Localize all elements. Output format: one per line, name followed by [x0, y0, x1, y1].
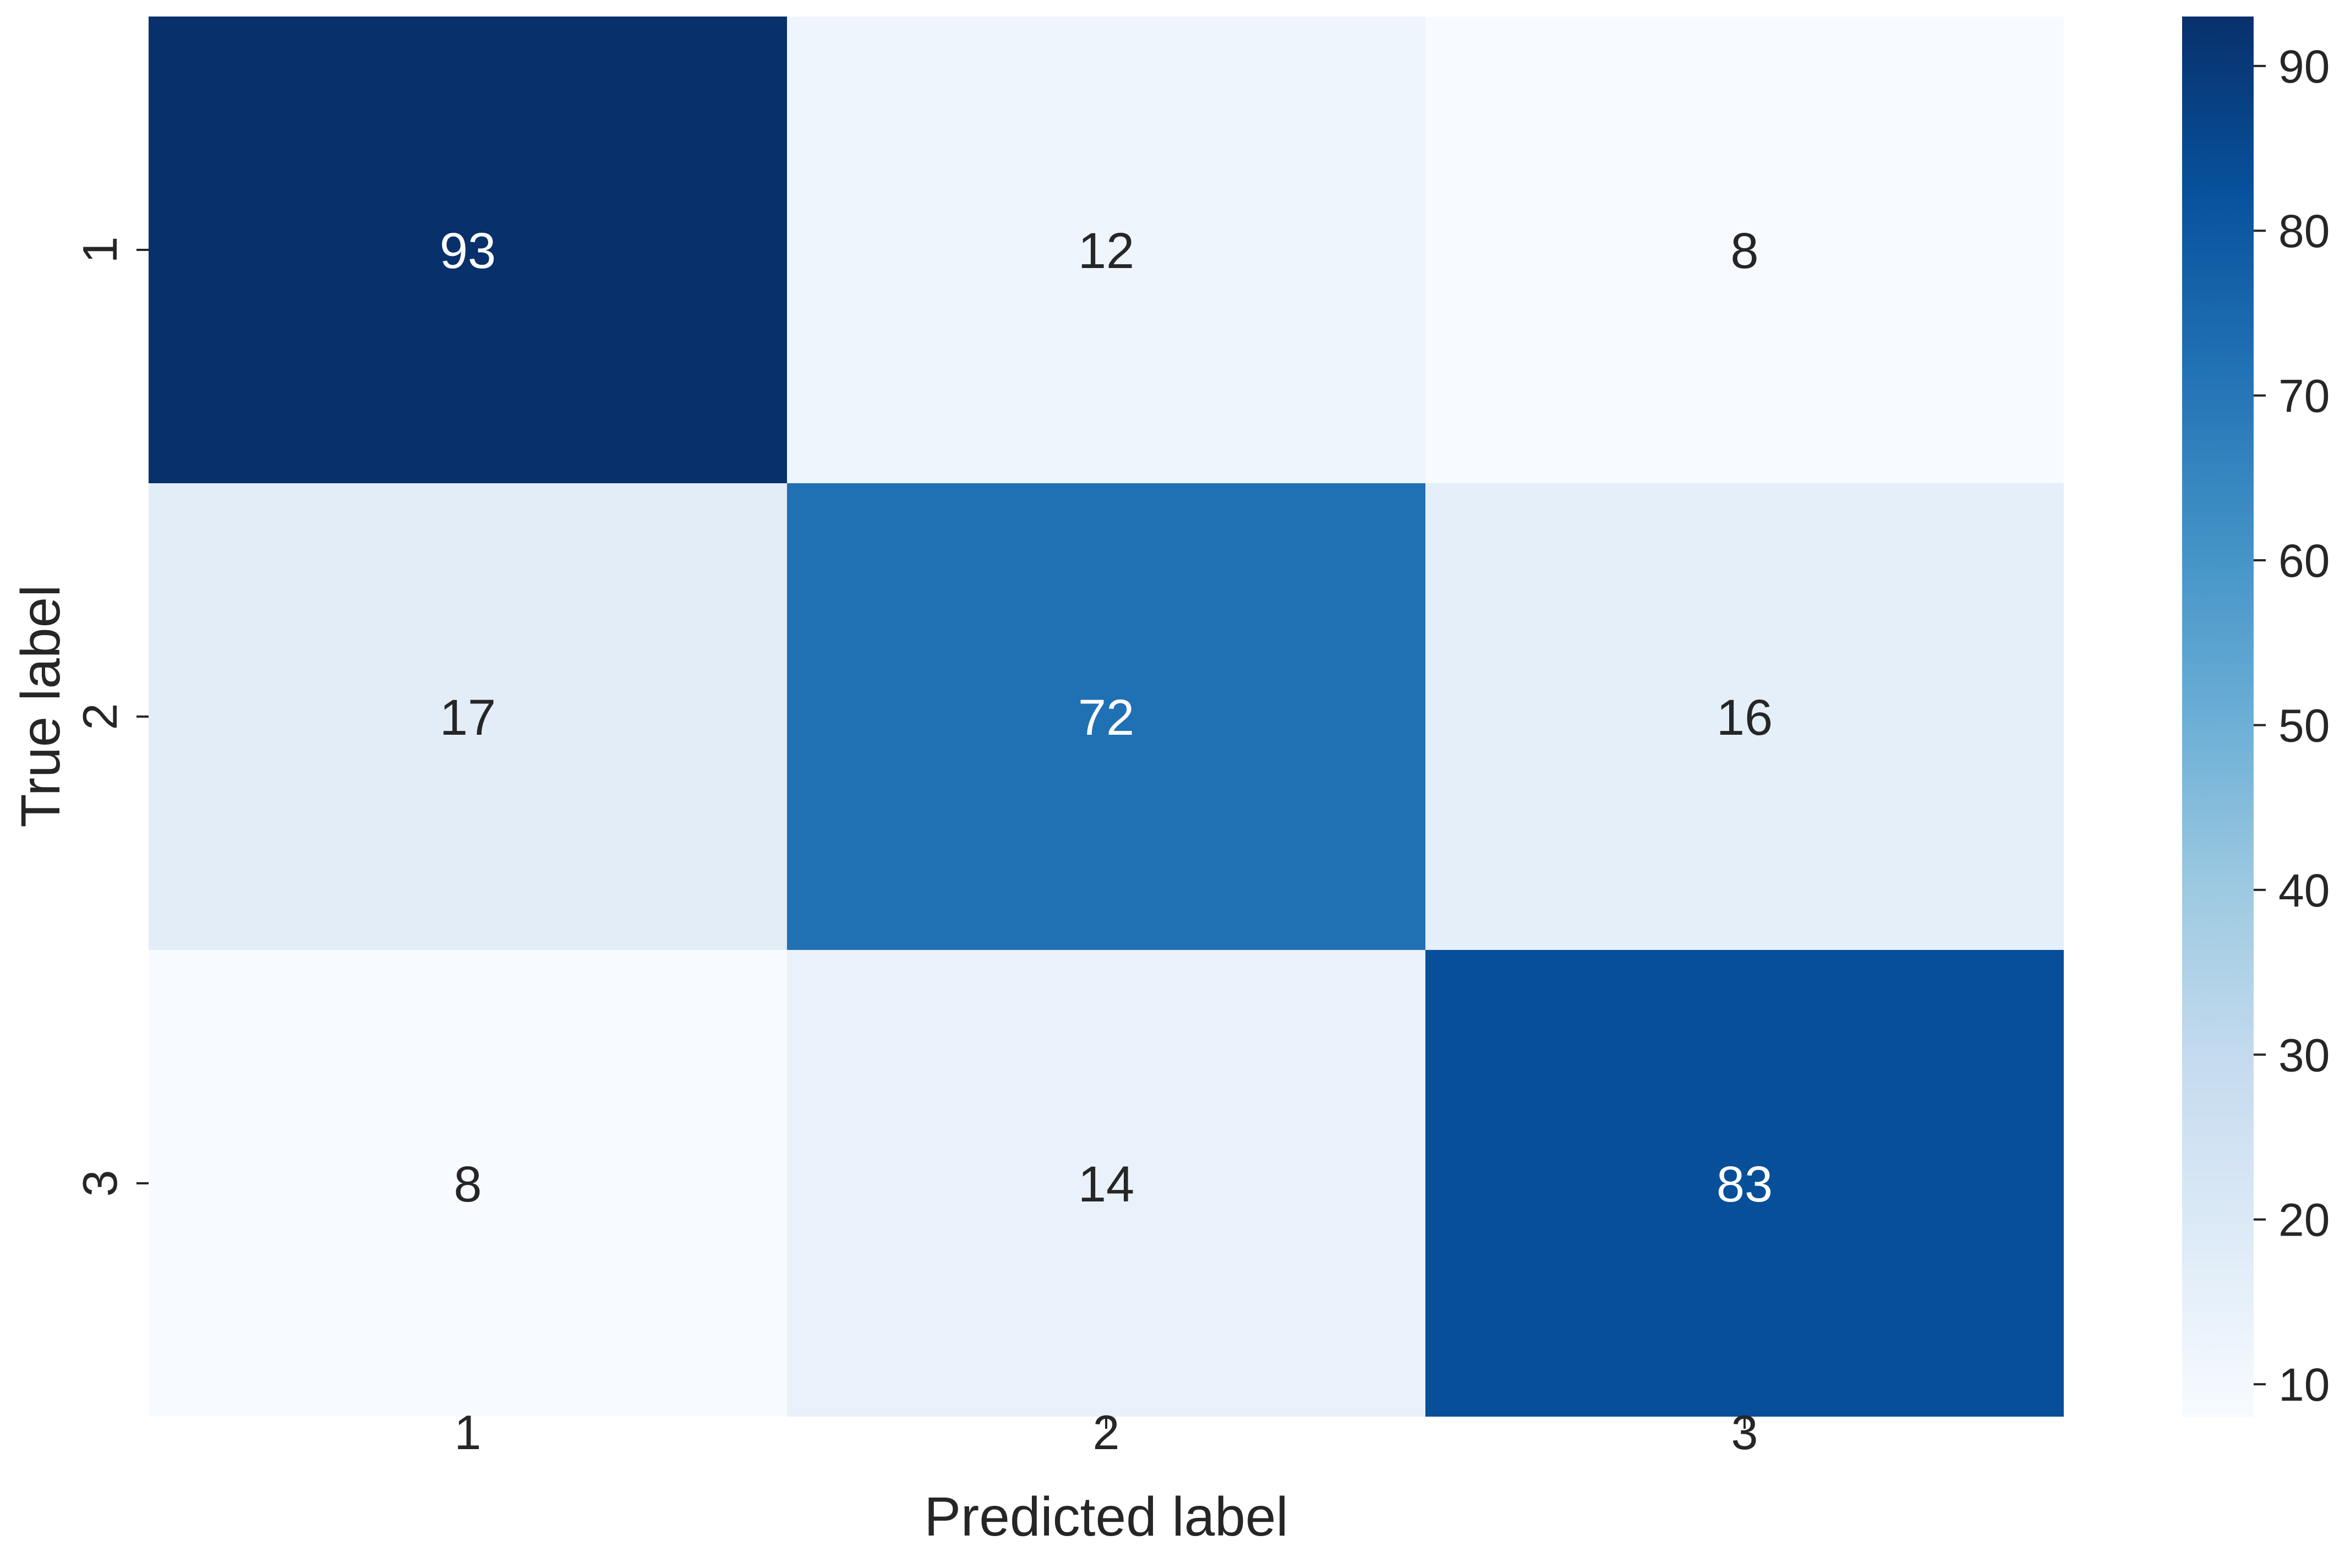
heatmap-cell-r2-c2 [787, 483, 1425, 950]
colorbar-tick-label-90: 90 [2278, 41, 2330, 92]
x-tick-label-2: 2 [1093, 1405, 1120, 1460]
y-axis-label: True label [10, 585, 72, 828]
heatmap-cell-r2-c1 [149, 483, 787, 950]
x-tick-label-1: 1 [455, 1405, 482, 1460]
colorbar-tick-label-30: 30 [2278, 1029, 2330, 1081]
heatmap-cell-labels: 93 12 8 17 72 16 8 14 83 [440, 223, 1773, 1212]
x-axis-ticks: 1 2 3 [455, 1405, 1758, 1460]
y-axis-ticks: 1 2 3 [73, 237, 149, 1197]
colorbar-tick-label-70: 70 [2278, 370, 2330, 422]
heatmap-cell-r1-c1 [149, 17, 787, 483]
y-tick-label-3: 3 [73, 1170, 127, 1197]
cell-value-r2-c2: 72 [1078, 690, 1134, 746]
cell-value-r1-c2: 12 [1078, 223, 1134, 279]
colorbar-tick-label-80: 80 [2278, 205, 2330, 257]
colorbar: 10 20 30 40 50 60 70 80 90 [2182, 17, 2330, 1417]
heatmap-cell-r2-c3 [1425, 483, 2064, 950]
cell-value-r2-c3: 16 [1717, 690, 1773, 746]
colorbar-tick-label-40: 40 [2278, 865, 2330, 916]
heatmap-cell-r3-c3 [1425, 950, 2064, 1417]
cell-value-r3-c1: 8 [453, 1156, 482, 1212]
colorbar-gradient [2182, 17, 2254, 1417]
cell-value-r2-c1: 17 [440, 690, 496, 746]
cell-value-r3-c2: 14 [1078, 1156, 1134, 1212]
colorbar-tick-label-60: 60 [2278, 535, 2330, 587]
cell-value-r1-c3: 8 [1730, 223, 1758, 279]
y-tick-label-2: 2 [73, 703, 127, 730]
cell-value-r1-c1: 93 [440, 223, 496, 279]
heatmap-cell-r1-c2 [787, 17, 1425, 483]
cell-value-r3-c3: 83 [1717, 1156, 1773, 1212]
heatmap-cell-r3-c2 [787, 950, 1425, 1417]
colorbar-ticks: 10 20 30 40 50 60 70 80 90 [2254, 41, 2330, 1411]
x-axis-label: Predicted label [924, 1486, 1288, 1548]
heatmap-cell-r1-c3 [1425, 17, 2064, 483]
colorbar-tick-label-20: 20 [2278, 1194, 2330, 1246]
heatmap-cells [149, 17, 2064, 1417]
x-tick-label-3: 3 [1731, 1405, 1758, 1460]
heatmap-cell-r3-c1 [149, 950, 787, 1417]
y-tick-label-1: 1 [73, 237, 127, 264]
colorbar-tick-label-10: 10 [2278, 1359, 2330, 1411]
colorbar-tick-label-50: 50 [2278, 700, 2330, 751]
